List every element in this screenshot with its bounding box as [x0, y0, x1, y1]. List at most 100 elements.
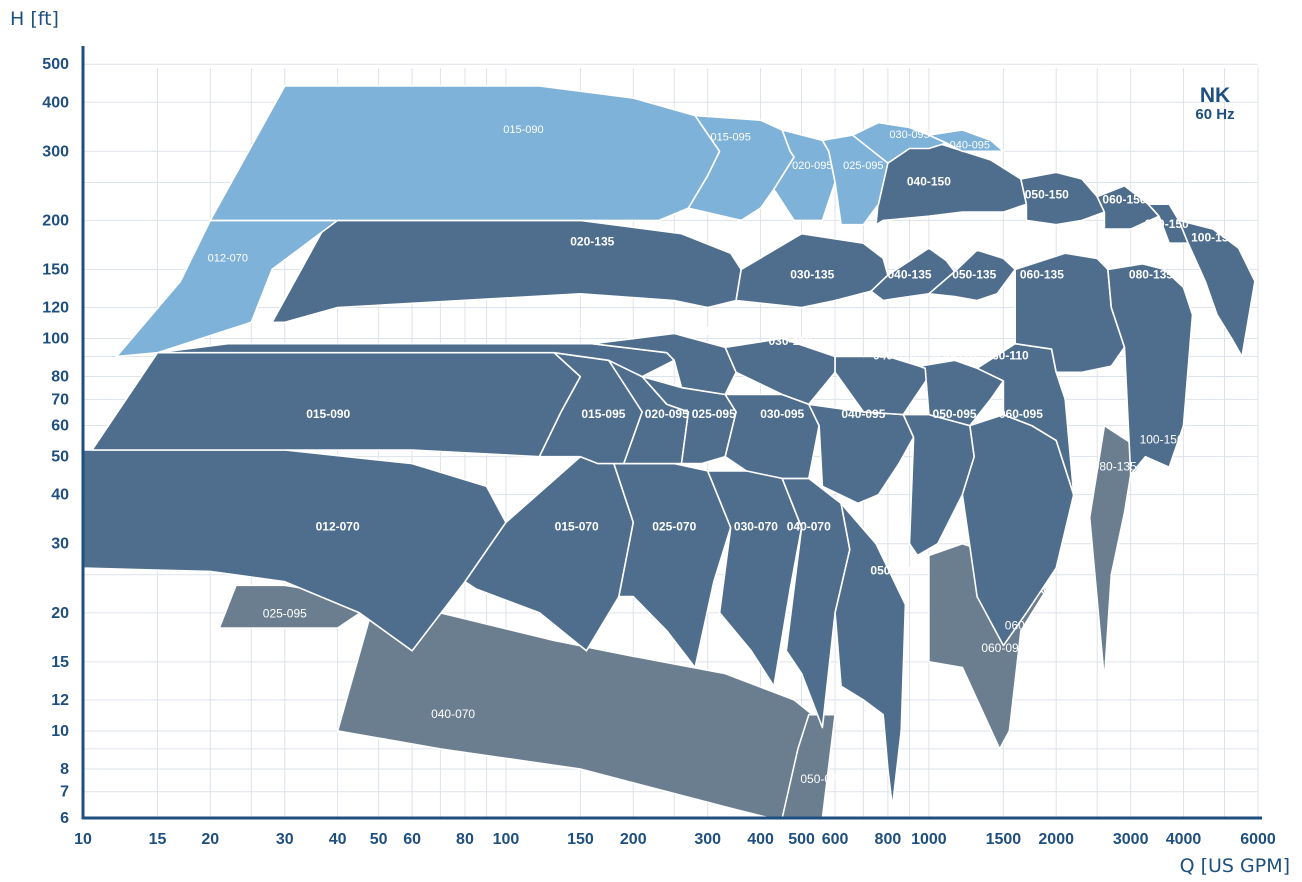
- curve-region-080-135: [1107, 262, 1194, 476]
- y-tick-labels: 6 7 8 10 12 15 20 30 40 50 60 70 80 100 120 150 200 300 40…: [42, 56, 69, 827]
- curve-label-030-135: 030-135: [790, 267, 834, 281]
- y-tick-label: 10: [51, 723, 69, 740]
- curve-label-080-150: 080-150: [1145, 217, 1189, 231]
- y-tick-label: 60: [51, 418, 69, 435]
- x-tick-label: 100: [493, 831, 520, 848]
- curve-region-050-135: [928, 249, 1017, 302]
- curve-region-015-095: [687, 114, 795, 222]
- y-axis-title: H [ft]: [10, 8, 59, 30]
- y-tick-label: 100: [42, 331, 69, 348]
- curve-label-080-135: 080-135: [1129, 267, 1173, 281]
- curve-label-050-150: 050-150: [1025, 187, 1069, 201]
- y-tick-label: 400: [42, 94, 69, 111]
- curve-label-020-110: 020-110: [571, 326, 615, 340]
- x-tick-label: 150: [567, 831, 594, 848]
- x-tick-labels: 10 15 20 30 40 50 60 80 100 150 200 300 400 500 600 800…: [74, 831, 1276, 848]
- curve-label-025-095: 025-095: [843, 160, 883, 172]
- pump-curve-labels: 040-070025-095050-070060-095080-135100-1…: [208, 124, 1236, 786]
- curve-region-050-150: [1020, 171, 1106, 226]
- curve-label-030-070: 030-070: [734, 520, 778, 534]
- curve-label-015-095: 015-095: [581, 407, 625, 421]
- x-tick-label: 10: [74, 831, 92, 848]
- curve-region-060-135: [1014, 252, 1126, 374]
- y-tick-label: 30: [51, 536, 69, 553]
- model-badge: NK 60 Hz: [1180, 85, 1250, 123]
- y-tick-label: 50: [51, 449, 69, 466]
- curve-label-100-150: 100-150: [1191, 231, 1235, 245]
- curve-region-015-090: [209, 85, 721, 222]
- x-tick-label: 400: [747, 831, 774, 848]
- curve-label-080-135: 080-135: [1093, 459, 1137, 473]
- curve-label-040-070: 040-070: [431, 707, 475, 721]
- x-tick-label: 2000: [1038, 831, 1074, 848]
- curve-region-050-095: [902, 413, 976, 557]
- x-tick-label: 1500: [986, 831, 1022, 848]
- curve-region-015-070: [464, 455, 635, 652]
- frequency-label: 60 Hz: [1195, 106, 1235, 123]
- x-tick-label: 800: [875, 831, 902, 848]
- curve-region-040-150: [875, 139, 1028, 226]
- curve-label-025-095: 025-095: [692, 407, 736, 421]
- y-tick-label: 15: [51, 654, 69, 671]
- y-tick-label: 8: [60, 761, 69, 778]
- curve-label-040-135: 040-135: [888, 267, 932, 281]
- curve-label-020-095: 020-095: [792, 160, 832, 172]
- curve-label-040-070: 040-070: [787, 520, 831, 534]
- curve-label-020-135: 020-135: [570, 234, 614, 248]
- curve-region-012-070: [82, 449, 507, 652]
- curve-region-040-095: [928, 129, 1005, 153]
- x-tick-label: 500: [788, 831, 815, 848]
- curve-label-020-095: 020-095: [645, 407, 689, 421]
- x-tick-label: 4000: [1166, 831, 1202, 848]
- curve-label-060-135: 060-135: [1020, 267, 1064, 281]
- curve-region-050-110: [918, 359, 1005, 427]
- curve-label-050-095: 050-095: [933, 407, 977, 421]
- curve-region-100-150: [1178, 219, 1256, 358]
- curve-region-040-070: [336, 611, 824, 819]
- pump-curve-regions: [82, 85, 1256, 819]
- curve-label-040-095: 040-095: [950, 140, 990, 152]
- y-tick-label: 150: [42, 261, 69, 278]
- x-tick-label: 15: [149, 831, 167, 848]
- curve-label-015-070: 015-070: [555, 520, 599, 534]
- y-tick-label: 12: [51, 692, 69, 709]
- curve-label-100-150: 100-150: [1140, 433, 1184, 447]
- curve-label-015-090: 015-090: [306, 407, 350, 421]
- y-tick-label: 6: [60, 810, 69, 827]
- curve-label-060-150: 060-150: [1102, 192, 1146, 206]
- x-tick-label: 600: [822, 831, 849, 848]
- curve-label-060-095: 060-095: [999, 407, 1043, 421]
- curve-region-030-110: [724, 337, 836, 406]
- curve-label-025-095: 025-095: [263, 607, 307, 621]
- curve-region-060-150: [1096, 185, 1160, 230]
- curve-region-025-110: [591, 332, 737, 396]
- y-tick-label: 500: [42, 56, 69, 73]
- x-tick-label: 80: [456, 831, 474, 848]
- curve-region-025-070: [613, 462, 732, 669]
- x-tick-label: 50: [370, 831, 388, 848]
- curve-label-050-135: 050-135: [952, 267, 996, 281]
- curve-label-030-095: 030-095: [760, 407, 804, 421]
- curve-label-012-070: 012-070: [316, 520, 360, 534]
- x-tick-label: 60: [403, 831, 421, 848]
- curve-label-012-070: 012-070: [208, 252, 248, 264]
- curve-region-040-070: [781, 477, 851, 729]
- x-tick-label: 3000: [1113, 831, 1149, 848]
- curve-region-020-110: [156, 342, 676, 378]
- y-tick-label: 40: [51, 487, 69, 504]
- x-tick-label: 20: [201, 831, 219, 848]
- curve-region-012-070: [115, 219, 339, 358]
- curve-label-025-110: 025-110: [680, 324, 724, 338]
- curve-label-040-110: 040-110: [873, 349, 917, 363]
- curve-label-015-090: 015-090: [503, 124, 543, 136]
- x-tick-label: 300: [694, 831, 721, 848]
- curve-label-030-110: 030-110: [769, 334, 813, 348]
- curve-label-060-110: 060-110: [1005, 618, 1048, 632]
- y-tick-label: 7: [60, 784, 69, 801]
- curve-label-050-070: 050-070: [800, 772, 844, 786]
- x-tick-label: 200: [620, 831, 647, 848]
- curve-label-060-110: 060-110: [985, 349, 1029, 363]
- curve-label-060-095: 060-095: [981, 641, 1025, 655]
- curve-label-050-070: 050-070: [870, 564, 914, 578]
